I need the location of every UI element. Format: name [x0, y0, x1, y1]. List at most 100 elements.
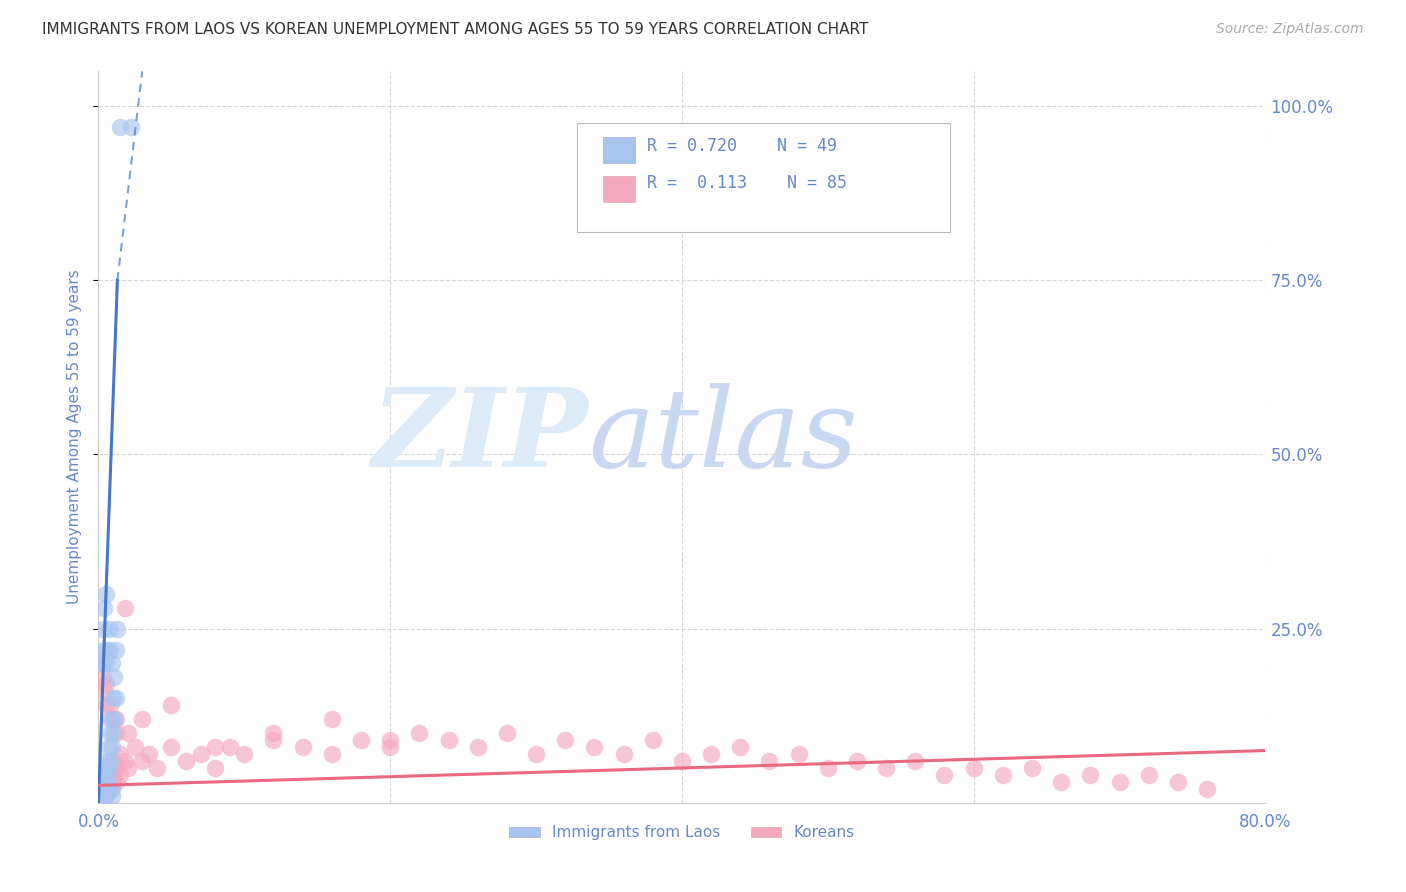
Point [467, 740, 489, 755]
Text: Source: ZipAtlas.com: Source: ZipAtlas.com [1216, 22, 1364, 37]
Point [97, 761, 120, 775]
Point [93, 600, 115, 615]
Point [98, 642, 121, 657]
Point [524, 747, 547, 761]
Point [93, 789, 115, 803]
Point [934, 768, 956, 782]
Point [91, 670, 114, 684]
Point [962, 761, 984, 775]
Bar [603, 176, 636, 202]
Point [583, 740, 606, 755]
Point [131, 754, 153, 768]
Point [98, 768, 121, 782]
Point [94, 781, 117, 796]
Point [90, 789, 112, 803]
Point [91, 768, 114, 782]
Point [100, 657, 122, 671]
Point [100, 761, 122, 775]
Y-axis label: Unemployment Among Ages 55 to 59 years: Unemployment Among Ages 55 to 59 years [67, 269, 83, 605]
Point [96, 768, 118, 782]
Text: ZIP: ZIP [373, 384, 589, 491]
Point [117, 761, 139, 775]
Point [97, 781, 120, 796]
Point [380, 740, 402, 755]
Point [98, 754, 121, 768]
Point [408, 726, 430, 740]
Point [612, 747, 634, 761]
Point [98, 712, 121, 726]
Point [91, 622, 114, 636]
Point [110, 747, 132, 761]
Point [904, 754, 927, 768]
Point [991, 768, 1014, 782]
Point [94, 698, 117, 713]
Point [160, 698, 183, 713]
Point [90, 781, 112, 796]
Point [93, 781, 115, 796]
Point [104, 712, 127, 726]
Point [96, 781, 118, 796]
Point [262, 726, 284, 740]
Point [100, 712, 122, 726]
Point [90, 775, 112, 789]
Point [90, 781, 112, 796]
FancyBboxPatch shape [576, 122, 950, 232]
Point [103, 712, 125, 726]
Point [91, 657, 114, 671]
Point [103, 670, 125, 684]
Point [114, 754, 136, 768]
Point [380, 733, 402, 747]
Point [114, 600, 136, 615]
Point [96, 768, 118, 782]
Point [97, 622, 120, 636]
Point [97, 761, 120, 775]
Point [89, 781, 111, 796]
Point [1080, 768, 1102, 782]
Point [91, 781, 114, 796]
Point [1167, 775, 1189, 789]
Point [204, 740, 226, 755]
Point [120, 120, 142, 134]
Point [90, 789, 112, 803]
Point [437, 733, 460, 747]
Point [100, 789, 122, 803]
Point [89, 789, 111, 803]
Point [91, 789, 114, 803]
Point [190, 747, 212, 761]
Point [146, 761, 169, 775]
Point [100, 740, 122, 755]
Point [204, 761, 226, 775]
Point [94, 587, 117, 601]
Point [101, 691, 124, 706]
Point [104, 761, 127, 775]
Point [94, 775, 117, 789]
Text: IMMIGRANTS FROM LAOS VS KOREAN UNEMPLOYMENT AMONG AGES 55 TO 59 YEARS CORRELATIO: IMMIGRANTS FROM LAOS VS KOREAN UNEMPLOYM… [42, 22, 869, 37]
Point [817, 761, 839, 775]
Point [96, 781, 118, 796]
Point [100, 775, 122, 789]
Point [101, 726, 124, 740]
Point [94, 781, 117, 796]
Text: R = 0.720    N = 49: R = 0.720 N = 49 [647, 137, 837, 155]
Point [110, 768, 132, 782]
Point [97, 740, 120, 755]
Point [846, 754, 869, 768]
Point [350, 733, 373, 747]
Point [93, 789, 115, 803]
Point [110, 120, 132, 134]
Point [1050, 775, 1073, 789]
Point [700, 747, 723, 761]
Point [787, 747, 810, 761]
Point [1108, 775, 1130, 789]
Point [90, 657, 112, 671]
Point [93, 642, 115, 657]
Point [641, 733, 664, 747]
Point [218, 740, 240, 755]
Point [124, 740, 146, 755]
Point [96, 642, 118, 657]
Text: atlas: atlas [589, 384, 858, 491]
Point [94, 789, 117, 803]
Point [101, 754, 124, 768]
Point [117, 726, 139, 740]
Point [93, 781, 115, 796]
